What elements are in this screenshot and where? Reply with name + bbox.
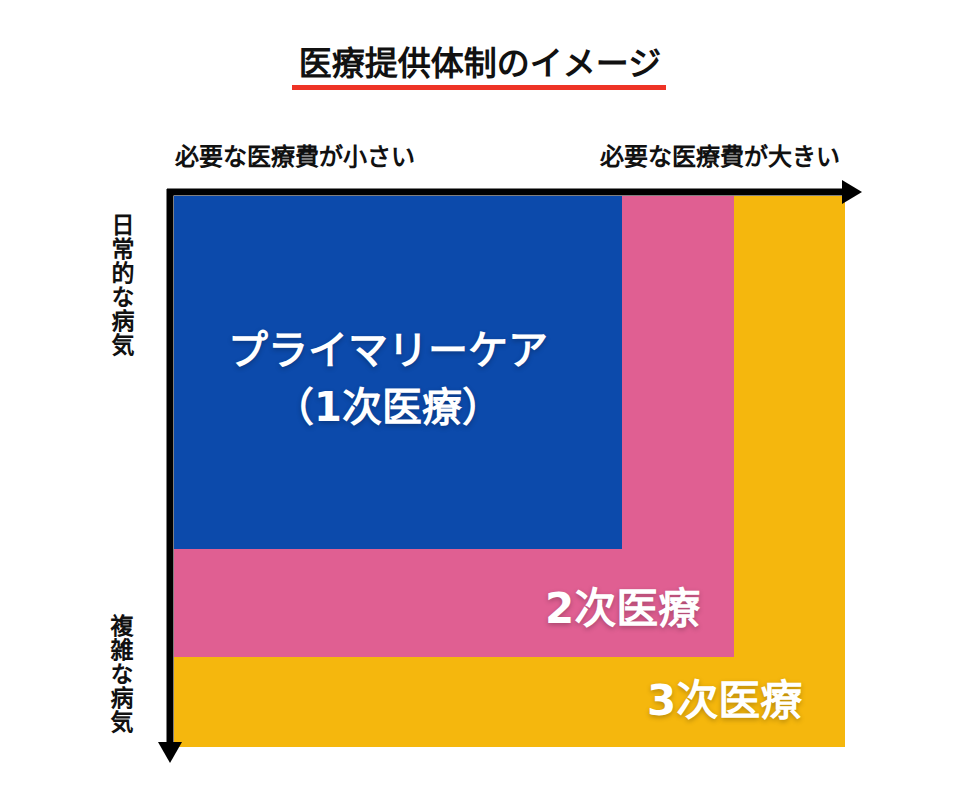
x-axis-arrowhead — [842, 180, 862, 204]
axes-arrows — [0, 0, 960, 804]
y-axis-arrowhead — [158, 742, 182, 763]
